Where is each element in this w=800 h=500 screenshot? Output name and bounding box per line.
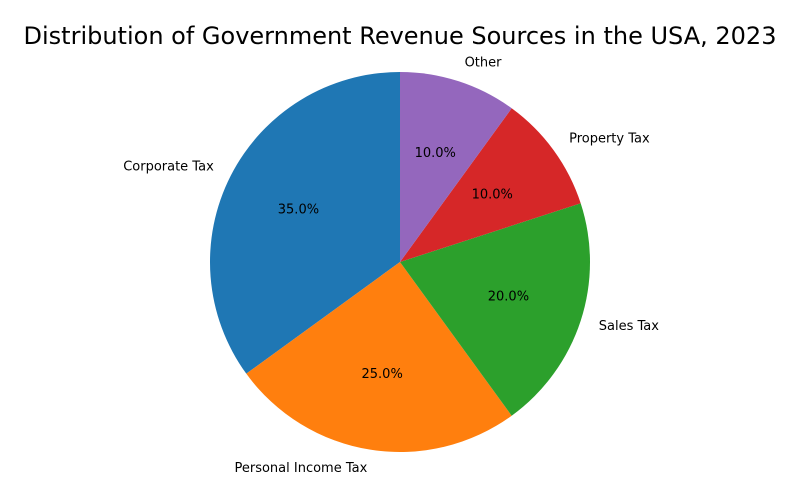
- slice-label-property-tax: Property Tax: [569, 132, 650, 147]
- percent-label-personal-income-tax: 25.0%: [362, 367, 403, 382]
- pie-slice-personal-income-tax: [246, 262, 512, 452]
- slice-label-personal-income-tax: Personal Income Tax: [234, 461, 367, 476]
- slice-label-other: Other: [465, 56, 503, 71]
- pie-labels: Corporate Tax 35.0% Personal Income Tax 25.…: [123, 56, 659, 476]
- pie-slice-property-tax: [400, 108, 581, 262]
- slice-label-sales-tax: Sales Tax: [599, 319, 659, 334]
- percent-label-other: 10.0%: [415, 146, 456, 161]
- percent-label-sales-tax: 20.0%: [488, 290, 529, 305]
- chart-title: Distribution of Government Revenue Sourc…: [24, 22, 777, 50]
- pie-slice-corporate-tax: [210, 72, 400, 374]
- slice-label-corporate-tax: Corporate Tax: [123, 160, 214, 175]
- pie-slices: [210, 72, 591, 452]
- percent-label-corporate-tax: 35.0%: [278, 203, 319, 218]
- pie-slice-other: [400, 72, 512, 262]
- pie-slice-sales-tax: [400, 203, 591, 416]
- percent-label-property-tax: 10.0%: [472, 187, 513, 202]
